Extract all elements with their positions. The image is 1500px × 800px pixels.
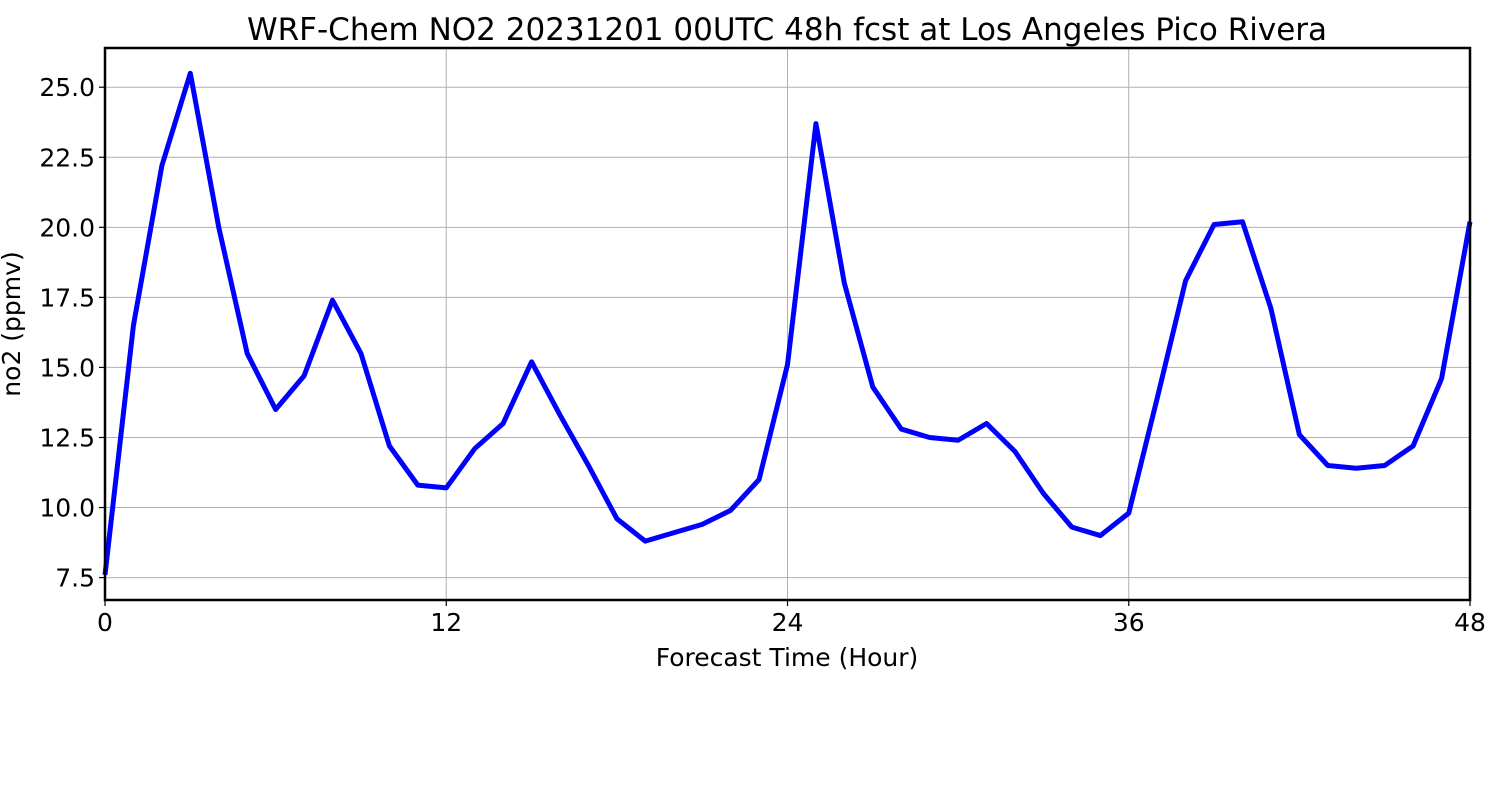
- chart-title: WRF-Chem NO2 20231201 00UTC 48h fcst at …: [247, 12, 1327, 48]
- y-axis-label: no2 (ppmv): [0, 251, 26, 396]
- x-tick-label: 12: [430, 608, 462, 637]
- y-tick-label: 20.0: [39, 213, 95, 242]
- y-tick-label: 7.5: [55, 564, 95, 593]
- axis-ticks: 0 12 24 36 48 7.5 10.0 12.5 15.0 17.5 20.0 22.5 25.0: [39, 73, 1486, 637]
- series-layer: [102, 70, 1473, 576]
- y-tick-label: 17.5: [39, 283, 95, 312]
- y-tick-label: 12.5: [39, 423, 95, 452]
- x-tick-label: 48: [1454, 608, 1486, 637]
- x-tick-label: 0: [97, 608, 113, 637]
- y-tick-label: 22.5: [39, 143, 95, 172]
- y-tick-label: 10.0: [39, 494, 95, 523]
- no2-series-line: [102, 70, 1473, 576]
- y-tick-label: 25.0: [39, 73, 95, 102]
- x-tick-label: 24: [772, 608, 804, 637]
- x-axis-label: Forecast Time (Hour): [656, 643, 919, 672]
- y-tick-label: 15.0: [39, 353, 95, 382]
- x-tick-label: 36: [1113, 608, 1145, 637]
